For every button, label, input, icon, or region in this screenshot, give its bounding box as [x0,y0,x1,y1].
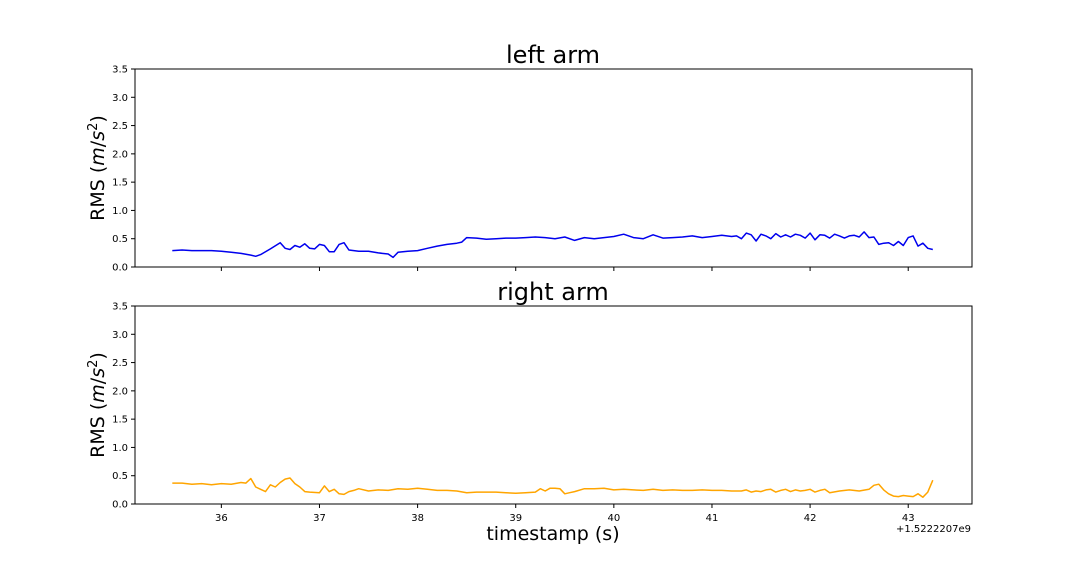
x-axis-offset-text: +1.5222207e9 [896,524,971,535]
right-arm-series-line [172,477,934,498]
right-arm-panel: right arm 0.00.51.01.52.02.53.03.5 36 37 3… [86,278,973,545]
left-arm-y-tick-label: 0.5 [112,234,128,245]
right-arm-x-tick-label: 40 [607,513,620,524]
left-arm-panel: left arm 0.0 0.5 1.0 1.5 2.0 2.5 3.0 3.5 RMS (m… [86,41,973,274]
left-arm-x-ticks [220,267,909,271]
left-arm-series-line [172,231,933,259]
left-arm-y-tick-label: 0.0 [112,263,128,274]
right-arm-y-tick-label: 0.5 [112,471,128,482]
right-arm-x-tick-label: 36 [215,513,228,524]
right-arm-y-axis-label: RMS (m/s2) [86,352,109,458]
right-arm-y-tick-label: 2.0 [112,386,128,397]
right-arm-x-tick-label: 38 [411,513,424,524]
left-arm-y-tick-label: 3.0 [112,93,128,104]
right-arm-y-ticks: 0.0 0.5 1.0 1.5 2.0 2.5 3.0 3.5 [112,302,135,511]
left-arm-y-axis-label: RMS (m/s2) [86,115,109,221]
right-arm-x-tick-label: 41 [706,513,719,524]
right-arm-y-tick-label: 1.5 [112,415,128,426]
right-arm-x-tick-label: 39 [509,513,522,524]
right-arm-y-tick-label: 3.0 [112,330,128,341]
right-arm-y-tick-label: 0.0 [112,500,128,511]
right-arm-x-tick-label: 42 [804,513,817,524]
left-arm-y-ticks: 0.0 0.5 1.0 1.5 2.0 2.5 3.0 3.5 [112,65,135,274]
right-arm-x-ticks: 36 37 38 39 40 41 42 43 [215,504,915,524]
right-arm-axes-frame [134,305,973,505]
left-arm-y-tick-label: 1.0 [112,206,128,217]
x-axis-label: timestamp (s) [486,523,619,545]
right-arm-x-tick-label: 37 [313,513,326,524]
right-arm-title: right arm [497,278,609,306]
right-arm-y-tick-label: 2.5 [112,358,128,369]
right-arm-y-tick-label: 3.5 [112,302,128,313]
left-arm-y-tick-label: 1.5 [112,178,128,189]
left-arm-y-tick-label: 2.5 [112,121,128,132]
left-arm-y-tick-label: 3.5 [112,65,128,76]
left-arm-axes-frame [134,68,973,268]
left-arm-title: left arm [506,41,600,69]
left-arm-y-tick-label: 2.0 [112,149,128,160]
right-arm-x-tick-label: 43 [902,513,915,524]
right-arm-y-tick-label: 1.0 [112,443,128,454]
